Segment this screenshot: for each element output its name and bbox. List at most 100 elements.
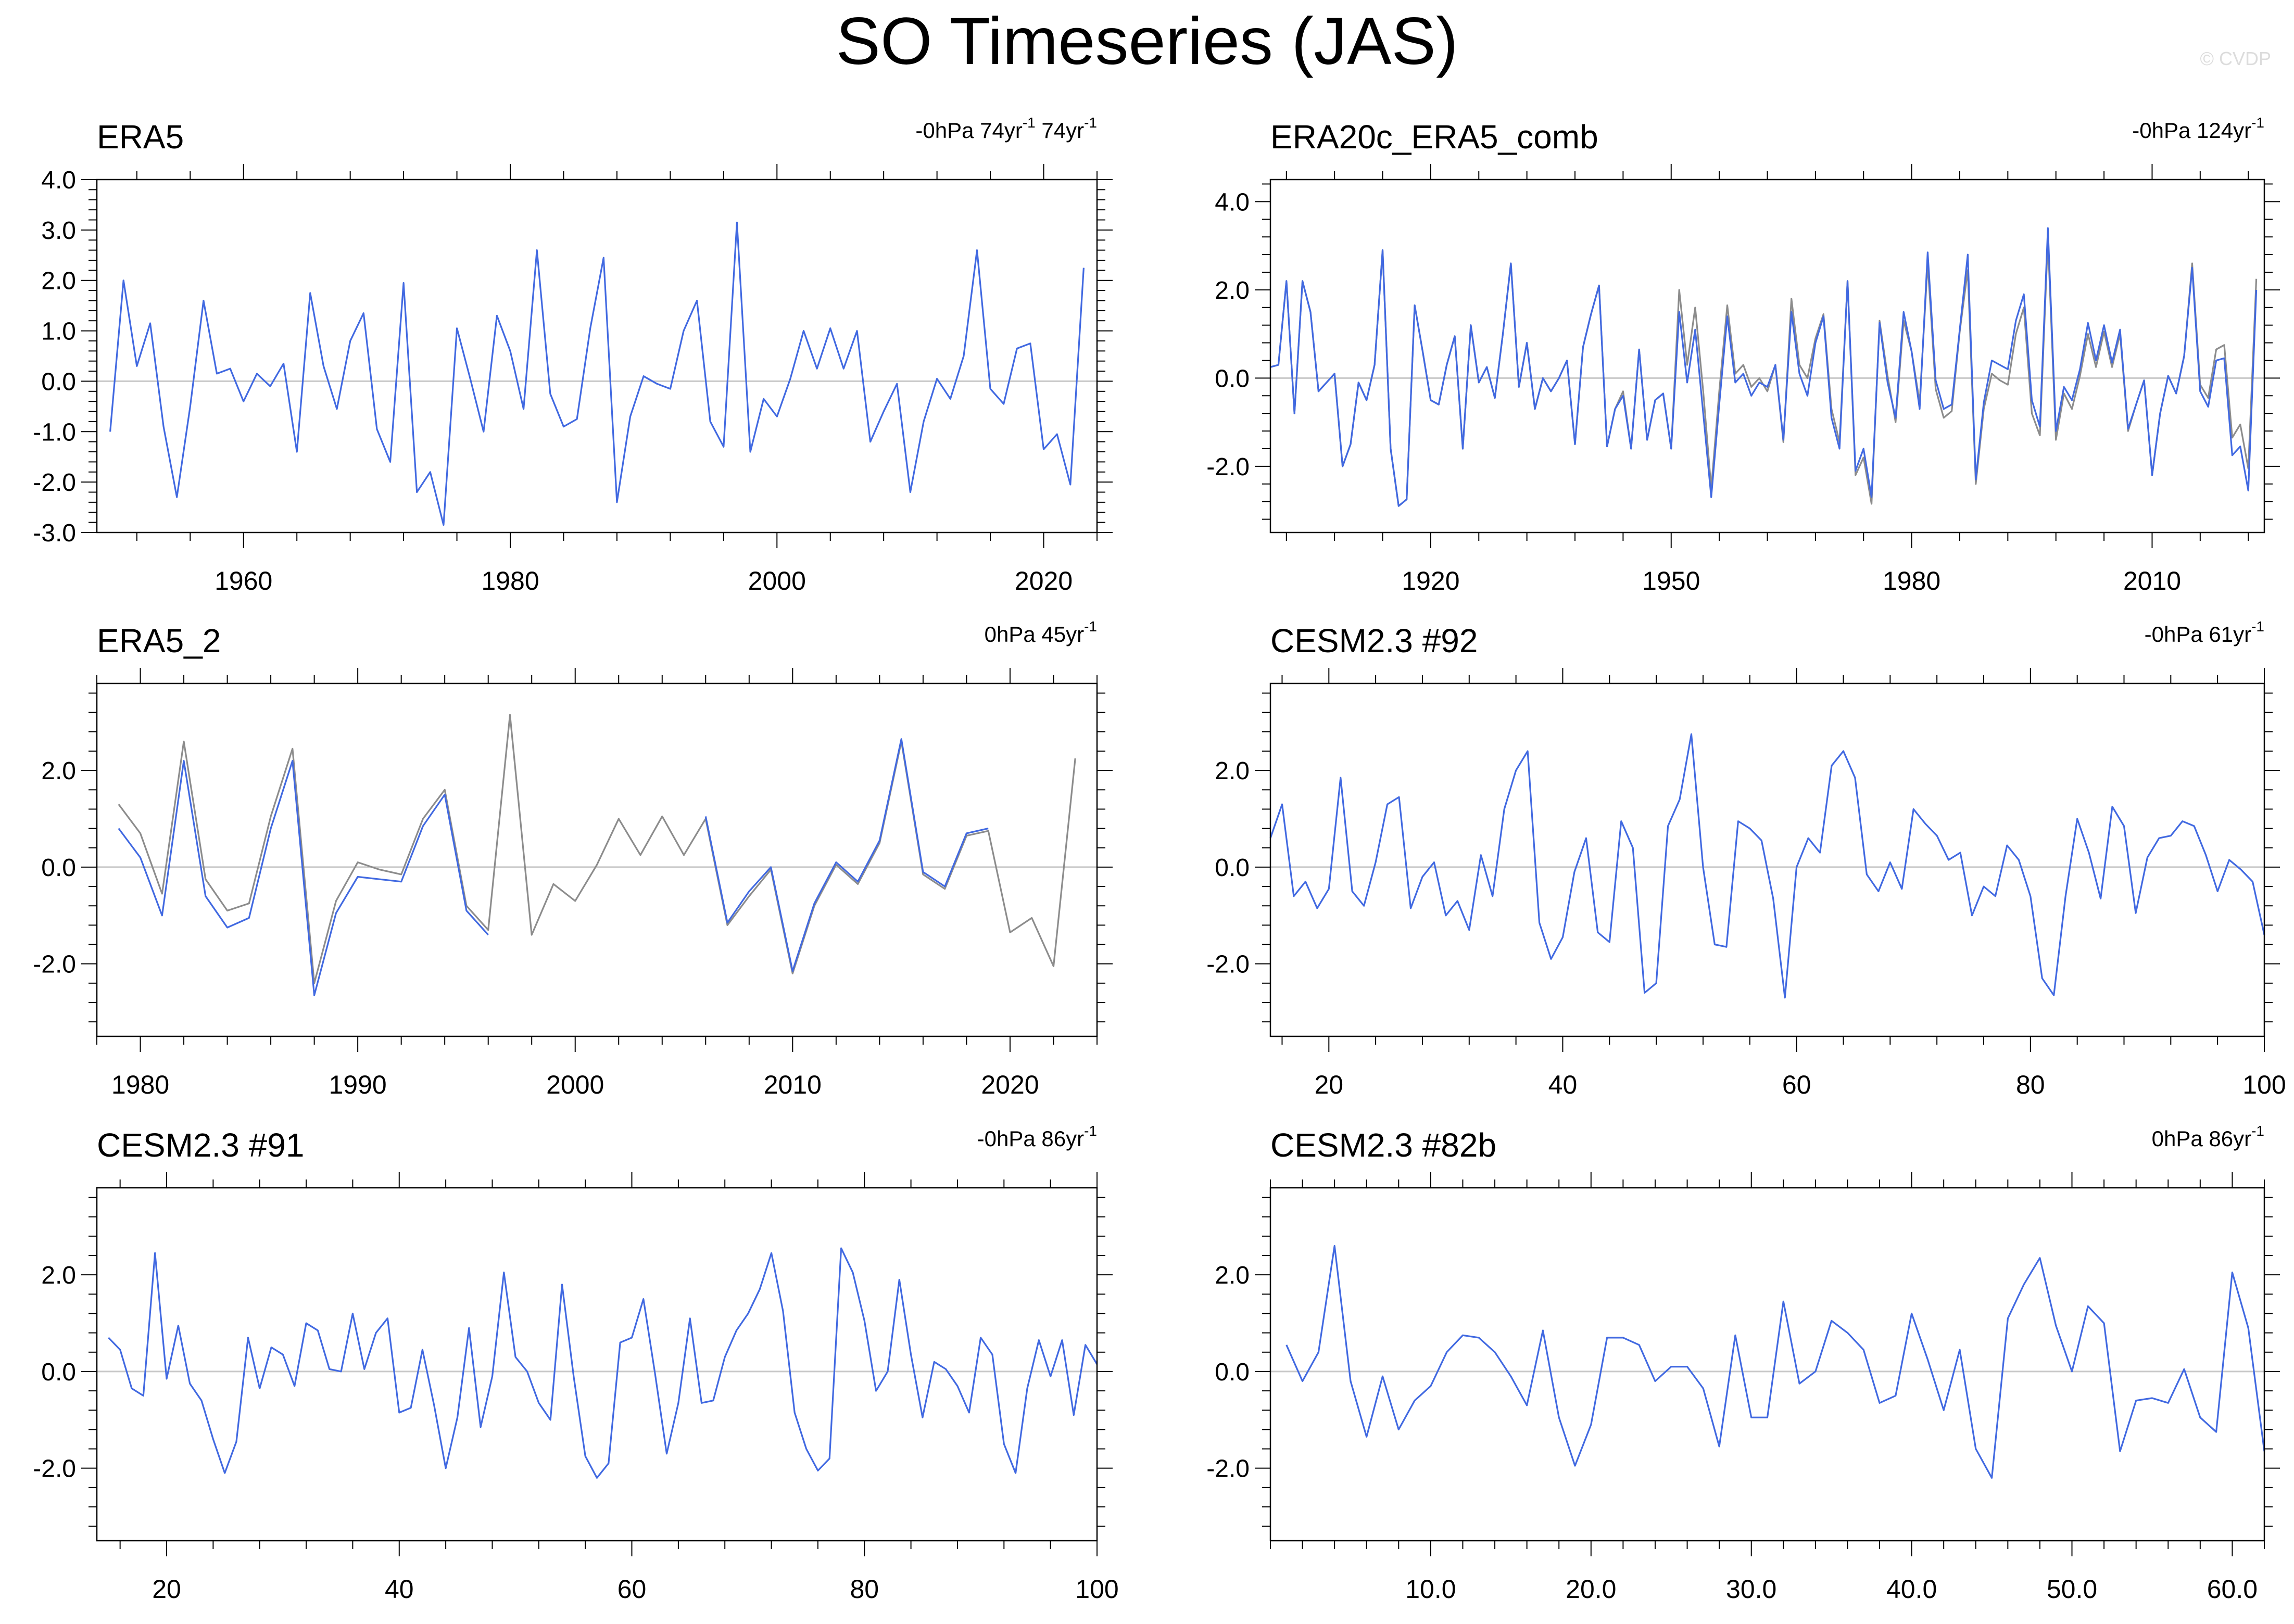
panel-3: -2.0 0.0 2.0 1980 1990 2000 2010 2020 ERA5_2 0hPa… bbox=[33, 618, 1113, 1099]
y-tick-label: 2.0 bbox=[1215, 1262, 1250, 1289]
x-tick-label: 60 bbox=[1782, 1070, 1811, 1099]
series-line-primary bbox=[118, 738, 989, 996]
y-tick-label: 4.0 bbox=[41, 167, 76, 194]
x-tick-label: 2010 bbox=[2123, 566, 2181, 595]
panel-title: ERA5 bbox=[97, 118, 184, 156]
y-tick-label: -2.0 bbox=[1206, 951, 1250, 979]
y-tick-label: -2.0 bbox=[33, 1455, 76, 1483]
x-tick-label: 1980 bbox=[111, 1070, 169, 1099]
y-tick-label: -2.0 bbox=[1206, 1455, 1250, 1483]
y-tick-label: -3.0 bbox=[33, 519, 76, 547]
plot-frame bbox=[96, 682, 1098, 1037]
x-tick-label: 40 bbox=[385, 1575, 414, 1604]
x-tick-label: 1980 bbox=[481, 566, 539, 595]
x-tick-label: 20 bbox=[152, 1575, 181, 1604]
y-tick-label: 1.0 bbox=[41, 318, 76, 346]
page-title: SO Timeseries (JAS) bbox=[836, 4, 1458, 79]
y-tick-label: 0.0 bbox=[41, 368, 76, 396]
x-tick-label: 20.0 bbox=[1566, 1575, 1616, 1604]
y-tick-label: 0.0 bbox=[1215, 1359, 1250, 1386]
x-tick-label: 60 bbox=[617, 1575, 647, 1604]
y-tick-label: -2.0 bbox=[1206, 453, 1250, 481]
x-tick-label: 80 bbox=[850, 1575, 879, 1604]
y-tick-label: -1.0 bbox=[33, 418, 76, 446]
x-tick-label: 2020 bbox=[981, 1070, 1039, 1099]
stat-text: 0hPa 45yr bbox=[985, 622, 1084, 646]
y-tick-label: 3.0 bbox=[41, 217, 76, 245]
y-tick-label: -2.0 bbox=[33, 469, 76, 497]
stat-superscript: -1 bbox=[2251, 1123, 2264, 1139]
panel-title: CESM2.3 #82b bbox=[1270, 1126, 1496, 1164]
series-line-secondary bbox=[118, 714, 1076, 984]
stat-superscript: -1 bbox=[1084, 1123, 1097, 1139]
stat-superscript: -1 bbox=[1023, 115, 1036, 131]
x-tick-label: 30.0 bbox=[1726, 1575, 1776, 1604]
x-tick-label: 100 bbox=[1075, 1575, 1118, 1604]
stat-superscript: -1 bbox=[2251, 618, 2264, 635]
y-tick-label: 2.0 bbox=[41, 757, 76, 785]
stat-text: -0hPa 74yr bbox=[915, 118, 1022, 143]
panel-1: -3.0 -2.0 -1.0 0.0 1.0 2.0 3.0 4.0 1960 1980 2000 2… bbox=[33, 115, 1113, 595]
panel-stat: -0hPa 74yr-1 74yr-1 bbox=[915, 115, 1097, 143]
series-line-primary bbox=[108, 1247, 1098, 1479]
plot-frame bbox=[1269, 682, 2265, 1037]
y-tick-label: 0.0 bbox=[41, 1359, 76, 1386]
plot-frame bbox=[96, 179, 1098, 534]
x-tick-label: 1950 bbox=[1642, 566, 1700, 595]
panel-stat: 0hPa 86yr-1 bbox=[2152, 1123, 2264, 1151]
series-line-primary bbox=[109, 221, 1085, 526]
watermark: © CVDP bbox=[2200, 48, 2271, 69]
x-tick-label: 50.0 bbox=[2047, 1575, 2097, 1604]
stat-superscript: -1 bbox=[2251, 115, 2264, 131]
y-tick-label: 2.0 bbox=[41, 268, 76, 295]
y-tick-label: 0.0 bbox=[1215, 854, 1250, 882]
x-tick-label: 20 bbox=[1314, 1070, 1343, 1099]
series-line-primary bbox=[1270, 227, 2258, 507]
y-tick-label: 2.0 bbox=[41, 1262, 76, 1289]
panel-6: -2.0 0.0 2.0 10.0 20.0 30.0 40.0 50.0 60.0 CESM2.… bbox=[1206, 1123, 2280, 1604]
series-line-primary bbox=[1285, 1245, 2265, 1479]
x-tick-label: 2010 bbox=[764, 1070, 822, 1099]
y-tick-label: 0.0 bbox=[1215, 365, 1250, 392]
panel-title: CESM2.3 #92 bbox=[1270, 622, 1478, 659]
x-tick-label: 2020 bbox=[1015, 566, 1073, 595]
x-tick-label: 2000 bbox=[748, 566, 806, 595]
y-tick-label: 2.0 bbox=[1215, 277, 1250, 304]
panel-title: ERA20c_ERA5_comb bbox=[1270, 118, 1598, 156]
y-tick-label: 2.0 bbox=[1215, 757, 1250, 785]
panel-title: ERA5_2 bbox=[97, 622, 221, 659]
x-tick-label: 1990 bbox=[329, 1070, 387, 1099]
x-tick-label: 1920 bbox=[1402, 566, 1459, 595]
panel-stat: -0hPa 124yr-1 bbox=[2132, 115, 2264, 143]
x-tick-label: 100 bbox=[2242, 1070, 2286, 1099]
x-tick-label: 40.0 bbox=[1886, 1575, 1937, 1604]
panel-title: CESM2.3 #91 bbox=[97, 1126, 304, 1164]
y-tick-label: -2.0 bbox=[33, 951, 76, 979]
y-tick-label: 4.0 bbox=[1215, 188, 1250, 216]
plot-frame bbox=[96, 1187, 1098, 1542]
stat-text: -0hPa 86yr bbox=[977, 1126, 1084, 1151]
stat-text: 74yr bbox=[1036, 118, 1084, 143]
panel-stat: -0hPa 61yr-1 bbox=[2145, 618, 2264, 646]
panel-stat: 0hPa 45yr-1 bbox=[985, 618, 1097, 646]
x-tick-label: 60.0 bbox=[2207, 1575, 2258, 1604]
stat-text: -0hPa 61yr bbox=[2145, 622, 2251, 646]
series-line-secondary bbox=[1270, 238, 2258, 507]
x-tick-label: 40 bbox=[1548, 1070, 1578, 1099]
panel-stat: -0hPa 86yr-1 bbox=[977, 1123, 1097, 1151]
x-tick-label: 2000 bbox=[546, 1070, 604, 1099]
x-tick-label: 1980 bbox=[1883, 566, 1940, 595]
stat-superscript: -1 bbox=[1084, 115, 1097, 131]
stat-text: -0hPa 124yr bbox=[2132, 118, 2251, 143]
stat-superscript: -1 bbox=[1084, 618, 1097, 635]
x-tick-label: 80 bbox=[2016, 1070, 2045, 1099]
y-tick-label: 0.0 bbox=[41, 854, 76, 882]
panel-5: -2.0 0.0 2.0 20 40 60 80 100 CESM2.3 #91 -0hPa 86… bbox=[33, 1123, 1118, 1604]
stat-text: 0hPa 86yr bbox=[2152, 1126, 2251, 1151]
series-line-primary bbox=[1269, 733, 2265, 999]
x-tick-label: 1960 bbox=[215, 566, 272, 595]
plot-frame bbox=[1269, 1187, 2265, 1542]
x-tick-label: 10.0 bbox=[1405, 1575, 1456, 1604]
panel-2: -2.0 0.0 2.0 4.0 1920 1950 1980 2010 ERA20c_ERA5… bbox=[1206, 115, 2280, 595]
